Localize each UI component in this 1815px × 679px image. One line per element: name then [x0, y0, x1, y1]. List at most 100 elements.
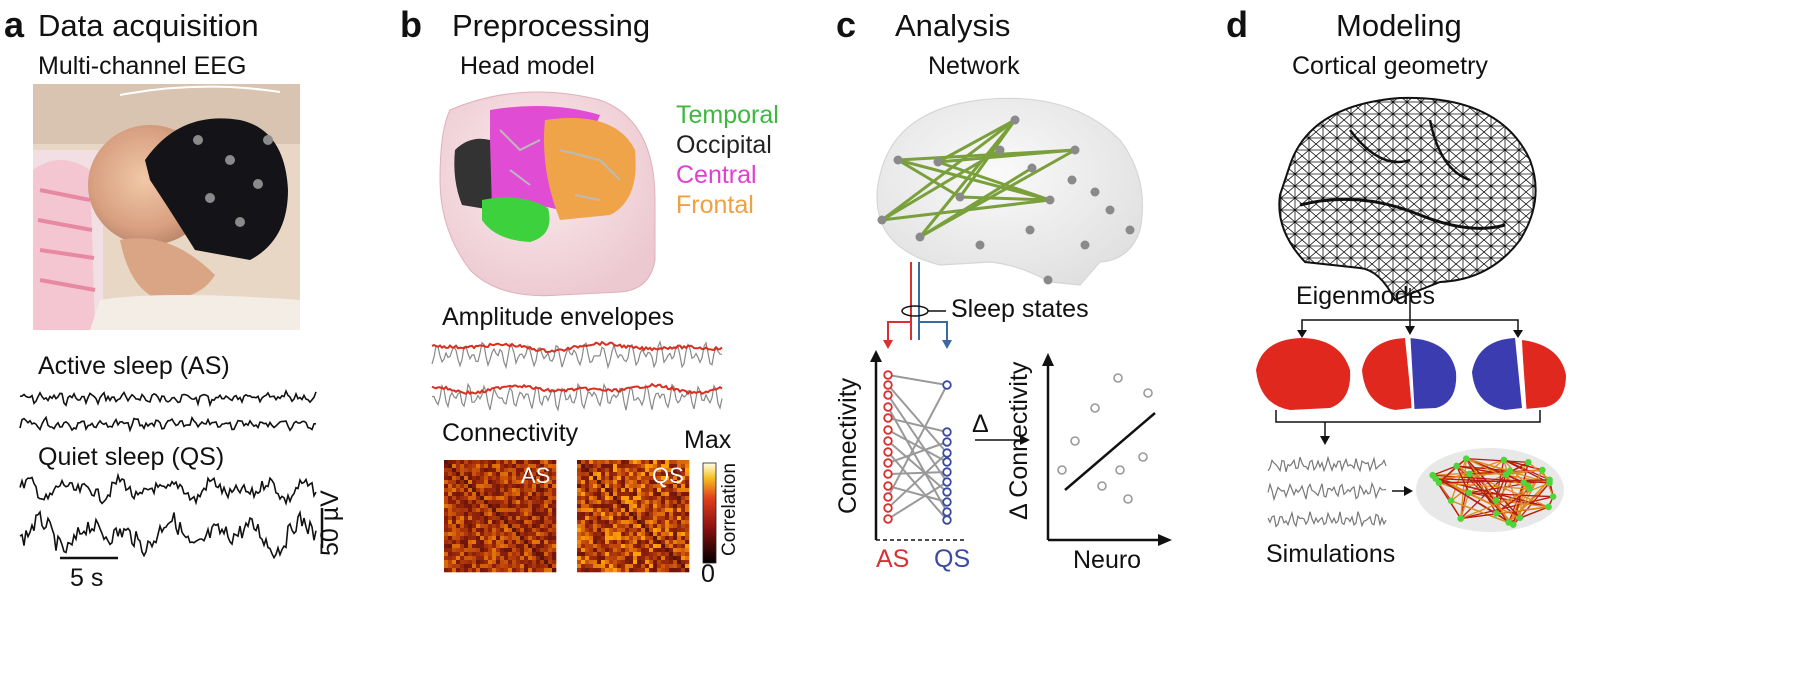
- matrix-cell: [492, 500, 497, 505]
- matrix-cell: [617, 480, 622, 485]
- matrix-cell: [536, 536, 541, 541]
- matrix-cell: [601, 476, 606, 481]
- matrix-cell: [480, 560, 485, 565]
- matrix-cell: [444, 544, 449, 549]
- matrix-cell: [524, 520, 529, 525]
- matrix-cell: [520, 500, 525, 505]
- matrix-cell: [685, 548, 690, 553]
- colorbar-title: Correlation: [719, 463, 740, 556]
- pair-line: [887, 374, 948, 386]
- matrix-cell: [657, 476, 662, 481]
- matrix-cell: [649, 536, 654, 541]
- matrix-cell: [444, 528, 449, 533]
- matrix-cell: [653, 472, 658, 477]
- matrix-cell: [673, 480, 678, 485]
- matrix-cell: [597, 536, 602, 541]
- matrix-cell: [544, 480, 549, 485]
- matrix-cell: [577, 500, 582, 505]
- matrix-cell: [649, 556, 654, 561]
- matrix-cell: [613, 496, 618, 501]
- matrix-cell: [597, 484, 602, 489]
- matrix-cell: [625, 556, 630, 561]
- as-point: [883, 447, 893, 457]
- matrix-cell: [649, 516, 654, 521]
- matrix-cell: [665, 560, 670, 565]
- matrix-cell: [512, 476, 517, 481]
- matrix-cell: [645, 476, 650, 481]
- matrix-cell: [677, 548, 682, 553]
- matrix-cell: [577, 508, 582, 513]
- matrix-cell: [512, 536, 517, 541]
- matrix-cell: [621, 552, 626, 557]
- matrix-cell: [452, 524, 457, 529]
- matrix-cell: [448, 464, 453, 469]
- matrix-cell: [577, 468, 582, 473]
- connectivity-matrix-qs: [577, 460, 690, 573]
- matrix-cell: [468, 568, 473, 573]
- matrix-cell: [448, 480, 453, 485]
- matrix-cell: [609, 564, 614, 569]
- matrix-cell: [621, 468, 626, 473]
- matrix-cell: [468, 540, 473, 545]
- matrix-cell: [452, 508, 457, 513]
- matrix-cell: [597, 492, 602, 497]
- pair-line: [887, 440, 948, 493]
- matrix-cell: [685, 484, 690, 489]
- matrix-cell: [536, 560, 541, 565]
- as-point: [883, 402, 893, 412]
- matrix-cell: [456, 476, 461, 481]
- matrix-cell: [496, 560, 501, 565]
- matrix-cell: [665, 472, 670, 477]
- matrix-cell: [484, 524, 489, 529]
- matrix-cell: [484, 512, 489, 517]
- matrix-cell: [597, 512, 602, 517]
- sim-edge: [1438, 479, 1550, 484]
- matrix-cell: [500, 520, 505, 525]
- matrix-cell: [544, 548, 549, 553]
- matrix-cell: [625, 524, 630, 529]
- matrix-cell: [472, 544, 477, 549]
- matrix-cell: [484, 504, 489, 509]
- matrix-cell: [472, 516, 477, 521]
- matrix-cell: [540, 500, 545, 505]
- matrix-cell: [593, 468, 598, 473]
- matrix-cell: [508, 508, 513, 513]
- matrix-cell: [520, 556, 525, 561]
- matrix-cell: [601, 540, 606, 545]
- matrix-cell: [593, 524, 598, 529]
- matrix-cell: [589, 508, 594, 513]
- matrix-cell: [512, 480, 517, 485]
- matrix-cell: [685, 520, 690, 525]
- matrix-cell: [685, 468, 690, 473]
- matrix-cell: [544, 492, 549, 497]
- matrix-cell: [476, 512, 481, 517]
- matrix-cell: [633, 560, 638, 565]
- matrix-cell: [669, 484, 674, 489]
- matrix-cell: [444, 496, 449, 501]
- matrix-cell: [637, 552, 642, 557]
- matrix-cell: [452, 552, 457, 557]
- matrix-cell: [464, 460, 469, 465]
- matrix-cell: [544, 516, 549, 521]
- matrix-cell: [637, 500, 642, 505]
- matrix-cell: [448, 536, 453, 541]
- matrix-cell: [613, 520, 618, 525]
- matrix-cell: [464, 516, 469, 521]
- matrix-cell: [504, 468, 509, 473]
- matrix-cell: [589, 540, 594, 545]
- region-central: Central: [676, 161, 757, 189]
- matrix-cell: [500, 516, 505, 521]
- matrix-cell: [637, 520, 642, 525]
- matrix-cell: [548, 524, 553, 529]
- matrix-cell: [540, 464, 545, 469]
- matrix-cell: [673, 556, 678, 561]
- matrix-cell: [597, 488, 602, 493]
- matrix-cell: [524, 500, 529, 505]
- matrix-cell: [597, 464, 602, 469]
- matrix-cell: [456, 512, 461, 517]
- colorbar: [702, 462, 717, 564]
- matrix-cell: [496, 488, 501, 493]
- matrix-cell: [516, 544, 521, 549]
- matrix-cell: [544, 464, 549, 469]
- matrix-cell: [581, 476, 586, 481]
